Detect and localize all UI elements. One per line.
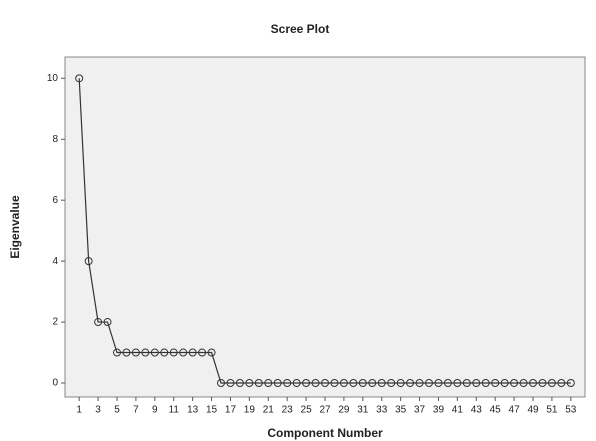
marker: [113, 348, 121, 357]
x-tick-label: 41: [452, 405, 464, 416]
x-tick-label: 11: [169, 405, 180, 416]
x-tick-label: 33: [376, 405, 388, 416]
marker: [396, 378, 405, 387]
marker: [283, 378, 292, 387]
marker: [425, 378, 433, 387]
marker: [302, 378, 311, 387]
marker: [368, 378, 377, 387]
marker: [387, 378, 396, 387]
marker: [529, 378, 537, 387]
marker: [103, 318, 112, 327]
marker: [566, 378, 575, 387]
x-tick-label: 25: [301, 405, 313, 416]
x-tick-label: 49: [527, 405, 539, 416]
x-tick-label: 15: [206, 405, 218, 416]
marker: [179, 348, 188, 357]
marker: [264, 378, 273, 387]
marker: [150, 348, 159, 357]
marker: [519, 378, 528, 387]
marker: [472, 378, 481, 387]
marker: [188, 348, 197, 357]
marker: [217, 378, 225, 387]
marker: [538, 378, 547, 387]
x-tick-label: 3: [95, 405, 101, 416]
x-tick-label: 45: [490, 405, 502, 416]
marker: [131, 348, 140, 357]
marker: [245, 378, 254, 387]
marker: [321, 378, 329, 387]
marker: [254, 378, 263, 387]
marker: [510, 378, 519, 387]
marker: [406, 378, 415, 387]
marker: [141, 348, 150, 357]
x-tick-label: 23: [282, 405, 294, 416]
x-tick-label: 47: [509, 405, 521, 416]
marker: [330, 378, 339, 387]
marker: [226, 378, 235, 387]
chart-title: Scree Plot: [271, 22, 330, 36]
x-tick-label: 51: [546, 405, 558, 416]
y-tick-label: 4: [52, 256, 58, 267]
marker: [292, 378, 301, 387]
marker: [273, 378, 282, 387]
x-axis-label: Component Number: [267, 426, 383, 440]
x-tick-label: 35: [395, 405, 407, 416]
marker: [358, 378, 367, 387]
x-tick-label: 1: [76, 405, 82, 416]
x-tick-label: 7: [133, 405, 139, 416]
marker: [75, 74, 84, 83]
marker: [122, 348, 131, 357]
y-tick-label: 2: [52, 317, 58, 328]
marker: [339, 378, 348, 387]
marker: [198, 348, 207, 357]
marker: [491, 378, 500, 387]
marker: [500, 378, 509, 387]
x-tick-label: 19: [244, 405, 256, 416]
x-tick-label: 9: [152, 405, 158, 416]
marker: [235, 378, 244, 387]
x-tick-label: 39: [433, 405, 445, 416]
y-tick-label: 8: [52, 134, 58, 145]
x-tick-label: 31: [357, 405, 369, 416]
x-tick-label: 53: [565, 405, 577, 416]
marker: [453, 378, 462, 387]
x-tick-label: 13: [187, 405, 199, 416]
marker: [557, 378, 566, 387]
marker: [377, 378, 386, 387]
marker: [160, 348, 169, 357]
marker: [415, 378, 424, 387]
marker: [94, 318, 103, 327]
marker: [311, 378, 320, 387]
y-tick-label: 6: [52, 195, 58, 206]
y-axis-label: Eigenvalue: [8, 195, 22, 259]
marker: [207, 348, 216, 357]
marker: [547, 378, 556, 387]
x-tick-label: 43: [471, 405, 483, 416]
marker: [434, 378, 443, 387]
x-tick-label: 17: [225, 405, 237, 416]
marker: [84, 257, 93, 266]
x-tick-label: 37: [414, 405, 426, 416]
marker: [462, 378, 471, 387]
marker: [169, 348, 178, 357]
y-tick-label: 10: [47, 73, 59, 84]
marker: [443, 378, 452, 387]
y-tick-label: 0: [52, 378, 58, 389]
marker: [349, 378, 358, 387]
plot-area: [64, 56, 586, 398]
x-tick-label: 5: [114, 405, 120, 416]
x-tick-label: 27: [319, 405, 331, 416]
marker: [481, 378, 490, 387]
x-tick-label: 29: [338, 405, 350, 416]
x-tick-label: 21: [263, 405, 275, 416]
